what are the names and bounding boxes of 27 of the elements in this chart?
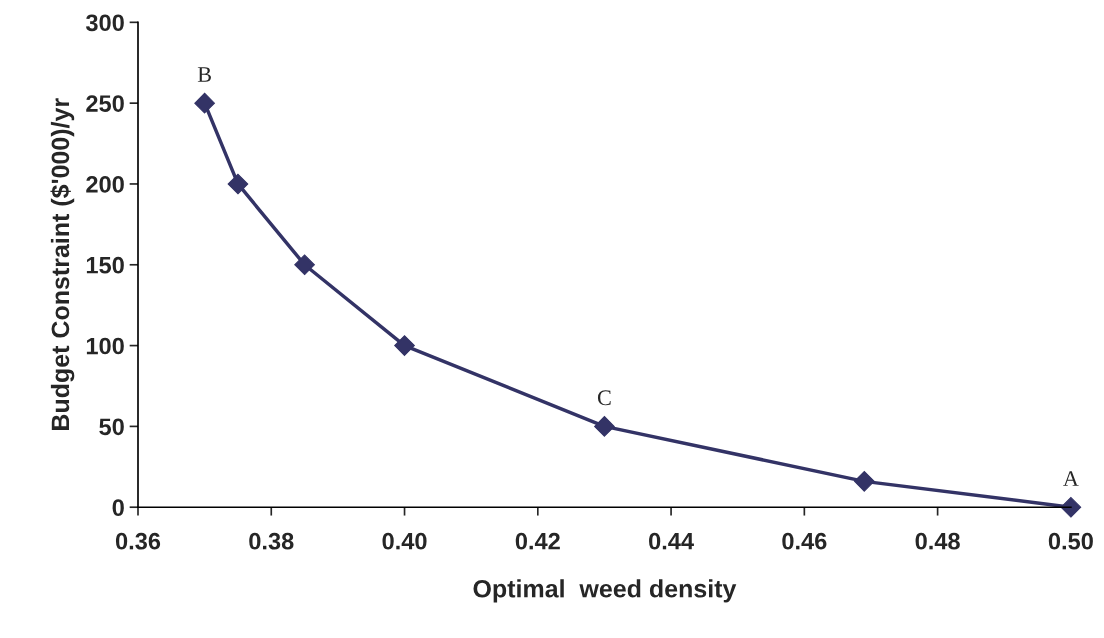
x-tick-label: 0.38 bbox=[249, 532, 294, 550]
point bbox=[294, 254, 315, 276]
y-tick-label: 250 bbox=[86, 95, 124, 112]
point bbox=[394, 335, 415, 356]
x-tick-label: 0.40 bbox=[382, 532, 427, 550]
x-tick-label: 0.36 bbox=[115, 532, 161, 550]
x-tick-label: 0.46 bbox=[782, 532, 827, 550]
y-tick-label: 200 bbox=[86, 176, 124, 193]
y-tick-label: 100 bbox=[86, 337, 124, 355]
y-tick-label: 50 bbox=[99, 418, 124, 436]
x-tick-label: 0.42 bbox=[515, 532, 560, 550]
point bbox=[853, 471, 875, 492]
point bbox=[194, 92, 215, 114]
x-tick-label: 0.44 bbox=[649, 532, 694, 550]
annotation: B bbox=[197, 67, 211, 82]
x-tick-label: 0.48 bbox=[915, 532, 960, 550]
point bbox=[1060, 496, 1082, 518]
y-tick-label: 0 bbox=[112, 499, 124, 516]
x-tick-label: 0.50 bbox=[1048, 532, 1093, 550]
annotation: A bbox=[1063, 471, 1079, 486]
annotation: C bbox=[597, 390, 611, 406]
y-tick-label: 150 bbox=[86, 256, 124, 274]
y-tick-label: 300 bbox=[85, 14, 124, 32]
x-axis-title: Optimal weed density bbox=[473, 579, 737, 603]
y-axis-title: Budget Constraint ($'000)/yr bbox=[50, 98, 75, 430]
point bbox=[227, 173, 249, 195]
point bbox=[594, 416, 615, 437]
